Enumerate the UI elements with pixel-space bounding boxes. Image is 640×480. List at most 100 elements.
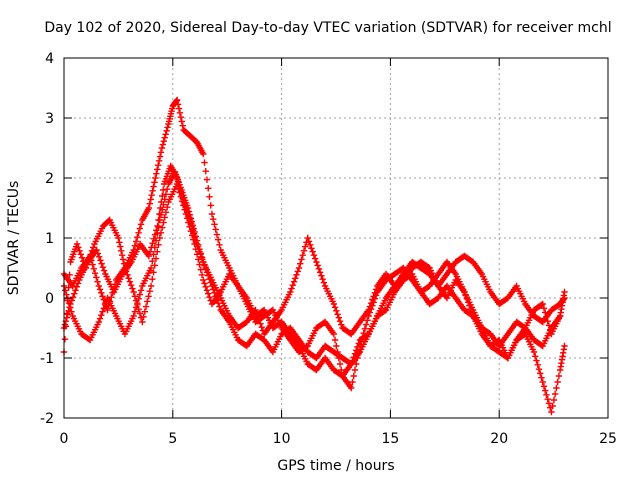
data-point bbox=[95, 253, 103, 261]
data-point bbox=[93, 274, 100, 281]
data-point bbox=[156, 216, 163, 224]
data-point bbox=[287, 288, 294, 296]
data-point bbox=[353, 360, 360, 368]
data-point bbox=[151, 179, 158, 186]
data-point bbox=[111, 281, 119, 288]
data-point bbox=[62, 287, 69, 294]
data-point bbox=[153, 170, 160, 177]
data-point bbox=[330, 300, 338, 308]
data-point bbox=[207, 202, 214, 209]
data-point bbox=[556, 312, 564, 320]
data-point bbox=[200, 276, 207, 284]
data-point bbox=[122, 268, 130, 275]
data-point bbox=[214, 299, 222, 307]
data-marks bbox=[60, 96, 568, 416]
data-point bbox=[370, 299, 377, 306]
data-point bbox=[175, 185, 182, 192]
data-point bbox=[164, 203, 171, 211]
data-point bbox=[105, 302, 112, 309]
data-point bbox=[174, 101, 182, 108]
data-point bbox=[151, 244, 158, 251]
data-point bbox=[65, 299, 73, 307]
data-point bbox=[336, 360, 344, 368]
data-point bbox=[152, 237, 160, 244]
data-point bbox=[137, 221, 145, 228]
x-tick-label: 15 bbox=[381, 431, 399, 447]
data-point bbox=[159, 206, 166, 213]
data-point bbox=[533, 357, 540, 364]
data-point bbox=[348, 384, 355, 392]
data-point bbox=[136, 291, 144, 298]
series-track-a bbox=[60, 96, 568, 380]
data-point bbox=[316, 269, 324, 276]
data-point bbox=[99, 263, 107, 271]
data-point bbox=[201, 280, 208, 287]
data-point bbox=[115, 234, 122, 242]
y-tick-label: 2 bbox=[45, 171, 54, 187]
data-point bbox=[349, 378, 356, 386]
data-point bbox=[99, 293, 106, 300]
data-point bbox=[130, 288, 137, 296]
data-point bbox=[205, 272, 212, 279]
data-point bbox=[211, 289, 218, 297]
data-point bbox=[186, 223, 193, 231]
data-point bbox=[205, 290, 212, 297]
data-point bbox=[150, 251, 157, 258]
data-point bbox=[545, 400, 553, 407]
data-point bbox=[179, 122, 186, 129]
data-point bbox=[351, 366, 359, 374]
data-point bbox=[372, 292, 380, 299]
data-point bbox=[154, 248, 161, 255]
chart-title: Day 102 of 2020, Sidereal Day-to-day VTE… bbox=[44, 20, 611, 36]
data-point bbox=[214, 236, 222, 243]
data-point bbox=[549, 402, 556, 410]
data-point bbox=[292, 275, 299, 282]
data-point bbox=[69, 293, 77, 301]
data-point bbox=[101, 299, 109, 307]
data-point bbox=[146, 248, 154, 255]
data-point bbox=[63, 314, 70, 321]
data-point bbox=[106, 298, 114, 305]
data-point bbox=[130, 312, 137, 320]
data-point bbox=[354, 354, 361, 362]
data-point bbox=[192, 245, 200, 253]
data-point bbox=[309, 248, 316, 255]
data-point bbox=[187, 227, 195, 235]
data-point bbox=[108, 293, 115, 301]
data-point bbox=[195, 256, 202, 263]
data-point bbox=[561, 288, 568, 296]
data-point bbox=[154, 222, 161, 230]
data-point bbox=[149, 275, 156, 283]
data-point bbox=[159, 192, 166, 200]
data-point bbox=[210, 215, 217, 223]
data-point bbox=[163, 127, 170, 135]
data-point bbox=[149, 239, 156, 247]
data-point bbox=[211, 221, 218, 228]
data-point bbox=[364, 317, 371, 324]
data-point bbox=[145, 293, 152, 300]
data-point bbox=[331, 336, 339, 344]
data-point bbox=[131, 242, 139, 249]
data-point bbox=[191, 228, 198, 236]
x-tick-labels: 0 5 10 15 20 25 bbox=[60, 431, 617, 447]
data-point bbox=[543, 313, 550, 321]
data-point bbox=[319, 275, 326, 283]
data-point bbox=[180, 202, 187, 209]
data-point bbox=[164, 124, 171, 131]
data-point bbox=[203, 176, 211, 183]
data-point bbox=[188, 218, 195, 225]
data-point bbox=[136, 225, 144, 232]
data-point bbox=[300, 247, 308, 255]
data-point bbox=[97, 257, 104, 264]
data-point bbox=[98, 311, 105, 319]
data-point bbox=[206, 193, 213, 201]
data-point bbox=[193, 251, 201, 258]
data-point bbox=[350, 372, 357, 380]
data-point bbox=[98, 289, 105, 297]
data-point bbox=[356, 342, 364, 350]
data-point bbox=[159, 186, 167, 194]
data-point bbox=[331, 304, 339, 311]
data-point bbox=[142, 303, 150, 310]
data-point bbox=[542, 387, 549, 394]
